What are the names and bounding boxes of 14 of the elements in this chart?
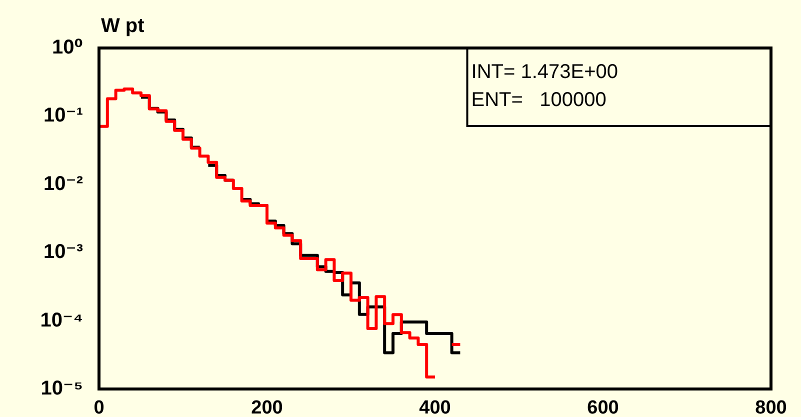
x-tick-label: 0 <box>94 398 104 417</box>
annotation: INT= 1.473E+00 <box>471 61 618 83</box>
x-tick-label: 400 <box>419 398 451 417</box>
x-tick-label: 800 <box>755 398 787 417</box>
y-tick-label: 10⁻⁴ <box>40 309 83 332</box>
y-tick-label: 10⁻¹ <box>44 104 84 127</box>
x-tick-label: 600 <box>587 398 619 417</box>
y-tick-label: 10⁻² <box>44 172 84 195</box>
x-tick-label: 200 <box>251 398 283 417</box>
y-tick-label: 10⁻³ <box>44 241 84 264</box>
annotation: ENT= 100000 <box>471 89 606 111</box>
y-tick-label: 10⁻⁵ <box>40 378 83 400</box>
y-tick-label: 10⁰ <box>52 36 83 59</box>
chart-title: W pt <box>101 15 145 37</box>
